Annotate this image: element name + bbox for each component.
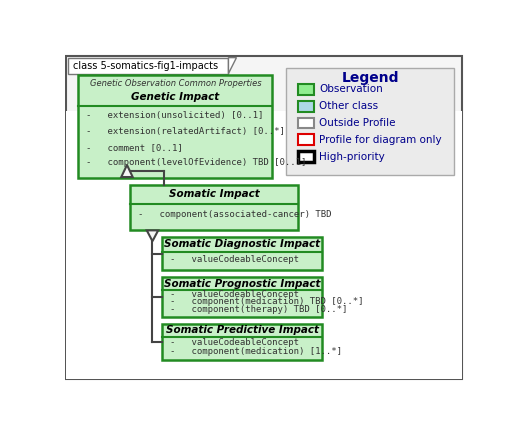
Text: -   extension(unsolicited) [0..1]: - extension(unsolicited) [0..1]	[86, 111, 263, 121]
FancyBboxPatch shape	[298, 134, 314, 145]
FancyBboxPatch shape	[298, 151, 314, 162]
Text: Profile for diagram only: Profile for diagram only	[319, 135, 442, 145]
Text: -   valueCodeableConcept: - valueCodeableConcept	[170, 255, 299, 264]
Text: Genetic Observation Common Properties: Genetic Observation Common Properties	[90, 79, 261, 88]
Polygon shape	[147, 230, 158, 241]
Text: Outside Profile: Outside Profile	[319, 118, 396, 128]
FancyBboxPatch shape	[286, 68, 455, 175]
FancyBboxPatch shape	[298, 84, 314, 95]
FancyBboxPatch shape	[298, 118, 314, 128]
Text: -   component(therapy) TBD [0..*]: - component(therapy) TBD [0..*]	[170, 305, 347, 314]
Polygon shape	[121, 165, 133, 177]
Text: Somatic Predictive Impact: Somatic Predictive Impact	[166, 325, 319, 335]
Text: -   component(levelOfEvidence) TBD [0..1]: - component(levelOfEvidence) TBD [0..1]	[86, 158, 306, 167]
Text: Other class: Other class	[319, 101, 378, 111]
Text: class 5-somatics-fig1-impacts: class 5-somatics-fig1-impacts	[73, 60, 218, 70]
Text: Legend: Legend	[342, 71, 399, 85]
Text: -   component(medication) [1..*]: - component(medication) [1..*]	[170, 347, 342, 356]
FancyBboxPatch shape	[163, 277, 322, 317]
FancyBboxPatch shape	[67, 56, 462, 379]
Text: Observation: Observation	[319, 84, 383, 95]
Text: -   extension(relatedArtifact) [0..*]: - extension(relatedArtifact) [0..*]	[86, 127, 284, 136]
Text: High-priority: High-priority	[319, 152, 385, 162]
Text: Somatic Impact: Somatic Impact	[169, 189, 260, 199]
Text: -   valueCodeableConcept: - valueCodeableConcept	[170, 290, 299, 299]
FancyBboxPatch shape	[78, 75, 272, 178]
Text: -   comment [0..1]: - comment [0..1]	[86, 143, 183, 152]
Polygon shape	[229, 57, 236, 73]
Text: -   component(medication) TBD [0..*]: - component(medication) TBD [0..*]	[170, 297, 363, 306]
FancyBboxPatch shape	[163, 324, 322, 360]
FancyBboxPatch shape	[69, 57, 229, 73]
Text: Somatic Prognostic Impact: Somatic Prognostic Impact	[164, 279, 321, 289]
Text: Genetic Impact: Genetic Impact	[132, 92, 220, 102]
FancyBboxPatch shape	[131, 185, 298, 230]
FancyBboxPatch shape	[163, 237, 322, 270]
FancyBboxPatch shape	[298, 101, 314, 112]
Text: -   component(associated-cancer) TBD: - component(associated-cancer) TBD	[138, 210, 331, 219]
Text: -   valueCodeableConcept: - valueCodeableConcept	[170, 338, 299, 347]
FancyBboxPatch shape	[67, 111, 462, 379]
Text: Somatic Diagnostic Impact: Somatic Diagnostic Impact	[165, 239, 320, 249]
